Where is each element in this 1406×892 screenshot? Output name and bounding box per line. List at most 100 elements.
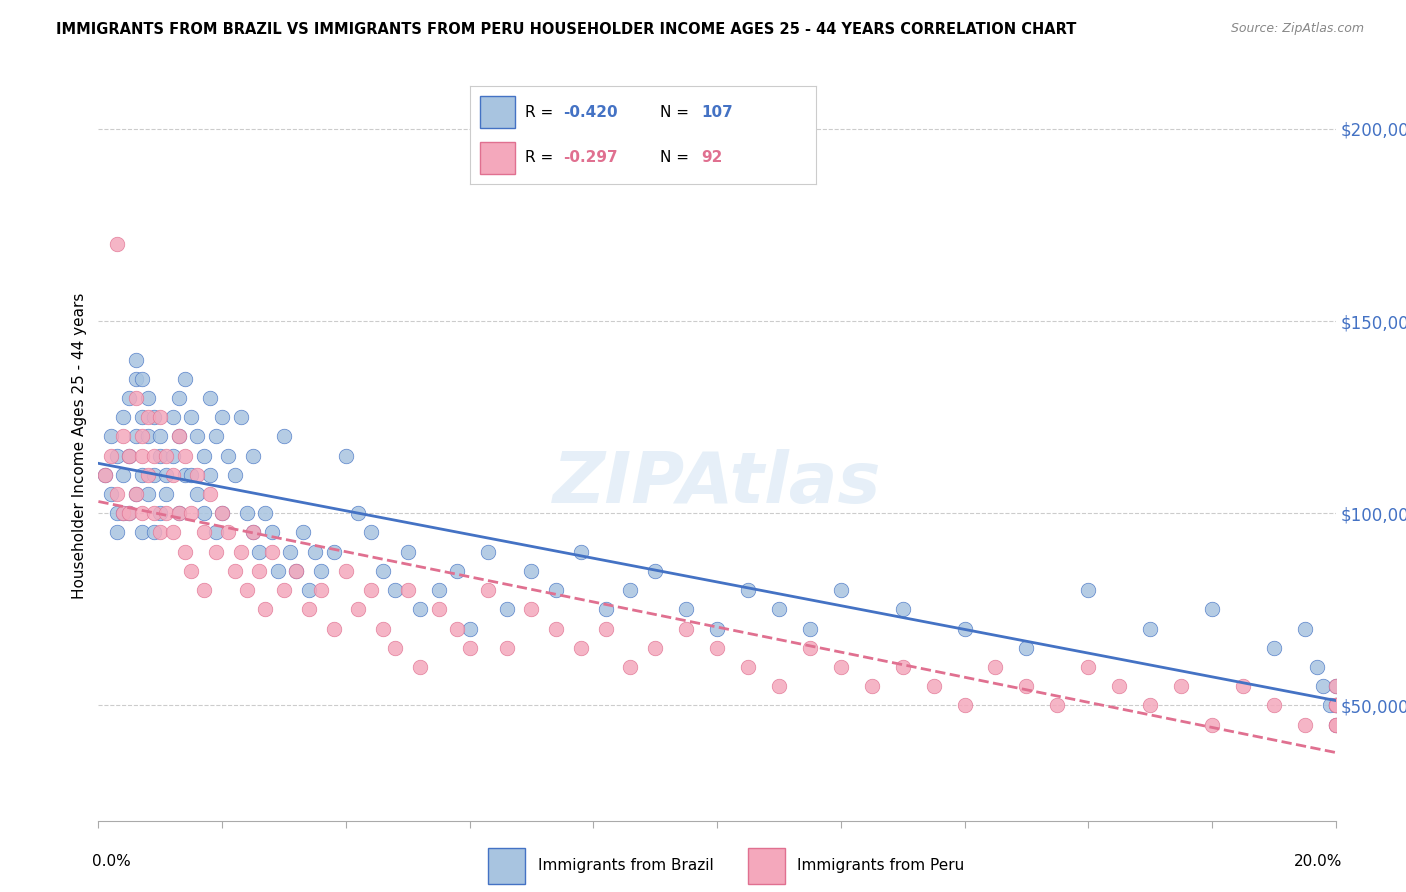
Point — [118, 391, 141, 405]
Point — [1139, 698, 1161, 713]
Point — [953, 698, 976, 713]
Point — [830, 660, 852, 674]
Point — [205, 544, 228, 558]
Text: 0.0%: 0.0% — [93, 855, 131, 870]
Point — [149, 410, 172, 425]
Point — [155, 467, 177, 482]
Point — [112, 410, 135, 425]
Point — [1324, 679, 1347, 693]
Point — [260, 525, 283, 540]
Point — [273, 429, 295, 443]
Point — [193, 525, 215, 540]
Point — [737, 660, 759, 674]
Point — [105, 506, 128, 520]
Point — [124, 391, 146, 405]
Point — [186, 467, 208, 482]
Point — [495, 602, 517, 616]
Point — [335, 449, 357, 463]
Point — [162, 410, 184, 425]
Point — [546, 622, 568, 636]
Point — [211, 506, 233, 520]
Point — [247, 564, 270, 578]
Point — [371, 622, 394, 636]
Point — [180, 506, 202, 520]
Point — [1306, 660, 1329, 674]
Point — [167, 429, 190, 443]
Point — [112, 506, 135, 520]
Point — [193, 506, 215, 520]
Point — [131, 410, 153, 425]
Point — [569, 640, 592, 655]
Point — [112, 429, 135, 443]
Point — [675, 622, 697, 636]
Point — [1324, 717, 1347, 731]
Point — [922, 679, 945, 693]
Point — [360, 525, 382, 540]
Point — [706, 640, 728, 655]
Point — [520, 602, 543, 616]
Point — [118, 506, 141, 520]
Point — [1170, 679, 1192, 693]
Point — [136, 429, 159, 443]
Point — [100, 449, 122, 463]
Point — [211, 410, 233, 425]
Point — [799, 640, 821, 655]
Point — [93, 467, 115, 482]
Point — [236, 506, 259, 520]
Point — [149, 525, 172, 540]
Point — [675, 602, 697, 616]
Point — [309, 564, 332, 578]
Point — [124, 487, 146, 501]
Point — [1324, 679, 1347, 693]
Point — [236, 583, 259, 598]
Point — [155, 449, 177, 463]
Point — [167, 391, 190, 405]
Point — [1324, 717, 1347, 731]
Point — [458, 622, 481, 636]
Point — [124, 429, 146, 443]
Point — [891, 660, 914, 674]
Point — [167, 506, 190, 520]
Point — [162, 525, 184, 540]
Point — [1015, 640, 1038, 655]
Point — [1232, 679, 1254, 693]
Point — [229, 544, 252, 558]
Point — [124, 487, 146, 501]
Point — [105, 525, 128, 540]
Point — [1319, 698, 1341, 713]
Point — [298, 583, 321, 598]
Point — [285, 564, 308, 578]
Point — [619, 660, 641, 674]
Point — [644, 640, 666, 655]
Point — [409, 602, 432, 616]
Point — [1324, 698, 1347, 713]
Point — [595, 622, 617, 636]
Point — [131, 372, 153, 386]
Point — [136, 487, 159, 501]
Point — [396, 544, 419, 558]
Point — [267, 564, 290, 578]
Point — [291, 525, 314, 540]
Point — [347, 602, 370, 616]
Point — [105, 449, 128, 463]
Point — [193, 583, 215, 598]
Point — [155, 487, 177, 501]
Point — [105, 237, 128, 252]
Point — [131, 429, 153, 443]
Point — [149, 429, 172, 443]
Point — [891, 602, 914, 616]
Point — [260, 544, 283, 558]
Point — [186, 429, 208, 443]
Point — [217, 525, 239, 540]
Point — [285, 564, 308, 578]
Text: 20.0%: 20.0% — [1294, 855, 1341, 870]
Point — [396, 583, 419, 598]
Point — [224, 467, 246, 482]
Point — [371, 564, 394, 578]
Point — [174, 372, 197, 386]
Point — [198, 487, 221, 501]
Point — [304, 544, 326, 558]
Point — [322, 622, 344, 636]
Point — [1139, 622, 1161, 636]
Point — [180, 467, 202, 482]
